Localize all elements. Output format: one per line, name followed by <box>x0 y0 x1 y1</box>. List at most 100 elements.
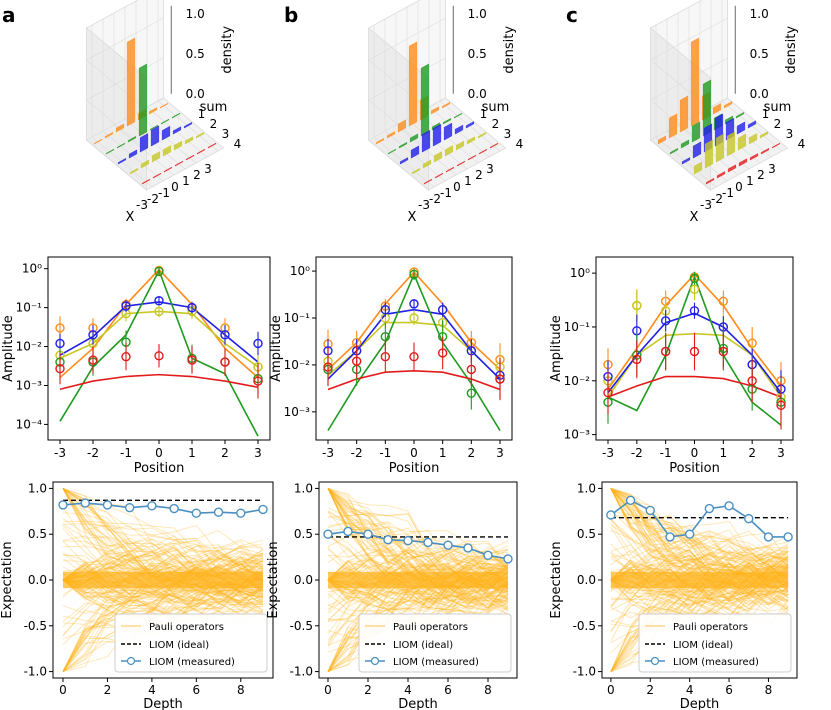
measured-point-red <box>55 363 65 374</box>
pauli-trace <box>62 552 264 592</box>
pauli-trace <box>610 488 789 557</box>
x-tick-label: 2 <box>646 683 654 697</box>
x-tick-label: 1 <box>720 446 728 460</box>
pauli-trace <box>327 546 509 581</box>
grid-line <box>650 59 711 111</box>
sum-tick-label: 4 <box>234 137 242 151</box>
bar-green <box>669 147 679 155</box>
grid-line <box>368 97 446 141</box>
x-tick-label: 2 <box>468 446 476 460</box>
sum-tick-label: 4 <box>798 137 806 151</box>
bar-blue <box>747 120 757 129</box>
measured-point-yellow <box>689 284 700 295</box>
bar-blue <box>117 157 127 165</box>
x-tick-label: 3 <box>204 162 212 176</box>
y-tick-label: 10⁰ <box>22 262 42 276</box>
bar-green <box>398 141 408 149</box>
panel-label-a: a <box>2 3 16 27</box>
pauli-trace <box>610 487 789 563</box>
pauli-trace <box>610 488 789 568</box>
pauli-trace <box>62 563 264 607</box>
liom-measured-point <box>363 529 373 539</box>
bar-blue <box>410 145 420 159</box>
x-tick-label: 6 <box>725 683 733 697</box>
bar-green <box>160 118 170 125</box>
sum-tick-label: 2 <box>210 117 218 131</box>
legend-box <box>114 613 268 673</box>
sum-tick-label: 3 <box>222 127 230 141</box>
bar-yellow <box>704 139 714 169</box>
x-tick-label: 3 <box>486 162 494 176</box>
bar-red <box>185 154 195 161</box>
y-axis-label: Expectation <box>266 541 281 618</box>
bar-red <box>478 148 488 155</box>
pauli-trace <box>327 488 509 572</box>
bar-green <box>735 111 745 119</box>
bar-yellow <box>466 136 476 145</box>
x-tick-label: -1 <box>158 186 170 200</box>
grid-line <box>368 57 446 101</box>
pauli-trace <box>62 540 264 604</box>
z-tick-label: 0.5 <box>750 47 769 61</box>
x-tick-label: -3 <box>602 446 614 460</box>
liom-measured-point <box>625 495 636 506</box>
x-tick-label: -1 <box>722 186 734 200</box>
bar-orange <box>668 113 678 139</box>
legend-label: LIOM (measured) <box>393 657 479 668</box>
x-tick-label: 2 <box>193 168 201 182</box>
pauli-trace <box>610 487 789 574</box>
pauli-trace <box>327 554 509 672</box>
y-tick-label: 10⁻¹ <box>16 301 43 315</box>
pauli-trace <box>610 551 789 614</box>
bar-yellow <box>693 161 703 175</box>
bar-blue <box>692 141 702 159</box>
pauli-trace <box>62 487 264 548</box>
pauli-trace <box>327 547 509 579</box>
bar-orange <box>408 41 418 127</box>
x-tick-label: -2 <box>87 446 99 460</box>
measured-point-blue <box>88 330 98 340</box>
x-axis-label: Position <box>134 461 185 476</box>
legend-marker-measured <box>126 656 136 666</box>
pauli-trace <box>610 488 789 582</box>
liom-measured-point <box>323 529 333 539</box>
bar-red <box>434 172 444 179</box>
bar-orange <box>657 135 667 145</box>
pauli-trace <box>327 488 509 571</box>
bar-yellow <box>129 167 139 175</box>
bar-orange <box>690 37 700 127</box>
bar-yellow <box>715 133 725 163</box>
bar-yellow <box>151 151 161 163</box>
bar-red <box>489 142 499 149</box>
pauli-trace <box>610 533 789 581</box>
liom-measured-point <box>236 508 246 518</box>
measured-point-yellow <box>154 306 164 317</box>
sum-tick-label: 2 <box>774 117 782 131</box>
sum-tick-label: 1 <box>480 107 488 121</box>
bar-red <box>738 158 748 167</box>
y-axis-label: Amplitude <box>1 315 16 382</box>
pauli-trace <box>62 566 264 672</box>
y-tick-label: 1.0 <box>28 481 47 495</box>
bar-blue <box>443 122 453 141</box>
pauli-trace <box>610 562 789 613</box>
bar-blue <box>432 123 442 147</box>
sum-tick-label: 4 <box>516 137 524 151</box>
theory-line-red <box>59 373 259 391</box>
x-tick-label: 4 <box>148 683 156 697</box>
pauli-trace <box>610 488 789 568</box>
liom-measured-point <box>80 498 90 508</box>
x-axis-label: X <box>126 210 135 225</box>
pauli-trace <box>327 589 509 646</box>
x-tick-label: -3 <box>322 446 334 460</box>
bar-green <box>387 148 397 155</box>
pauli-trace <box>327 488 509 572</box>
bar-green <box>127 135 137 143</box>
x-tick-label: -1 <box>660 446 672 460</box>
bar-orange <box>712 103 722 115</box>
measured-point-green <box>409 269 419 280</box>
x-axis-label: Depth <box>680 697 720 710</box>
bar-blue <box>172 126 182 135</box>
pauli-trace <box>610 574 789 611</box>
measured-point-yellow <box>632 300 642 311</box>
